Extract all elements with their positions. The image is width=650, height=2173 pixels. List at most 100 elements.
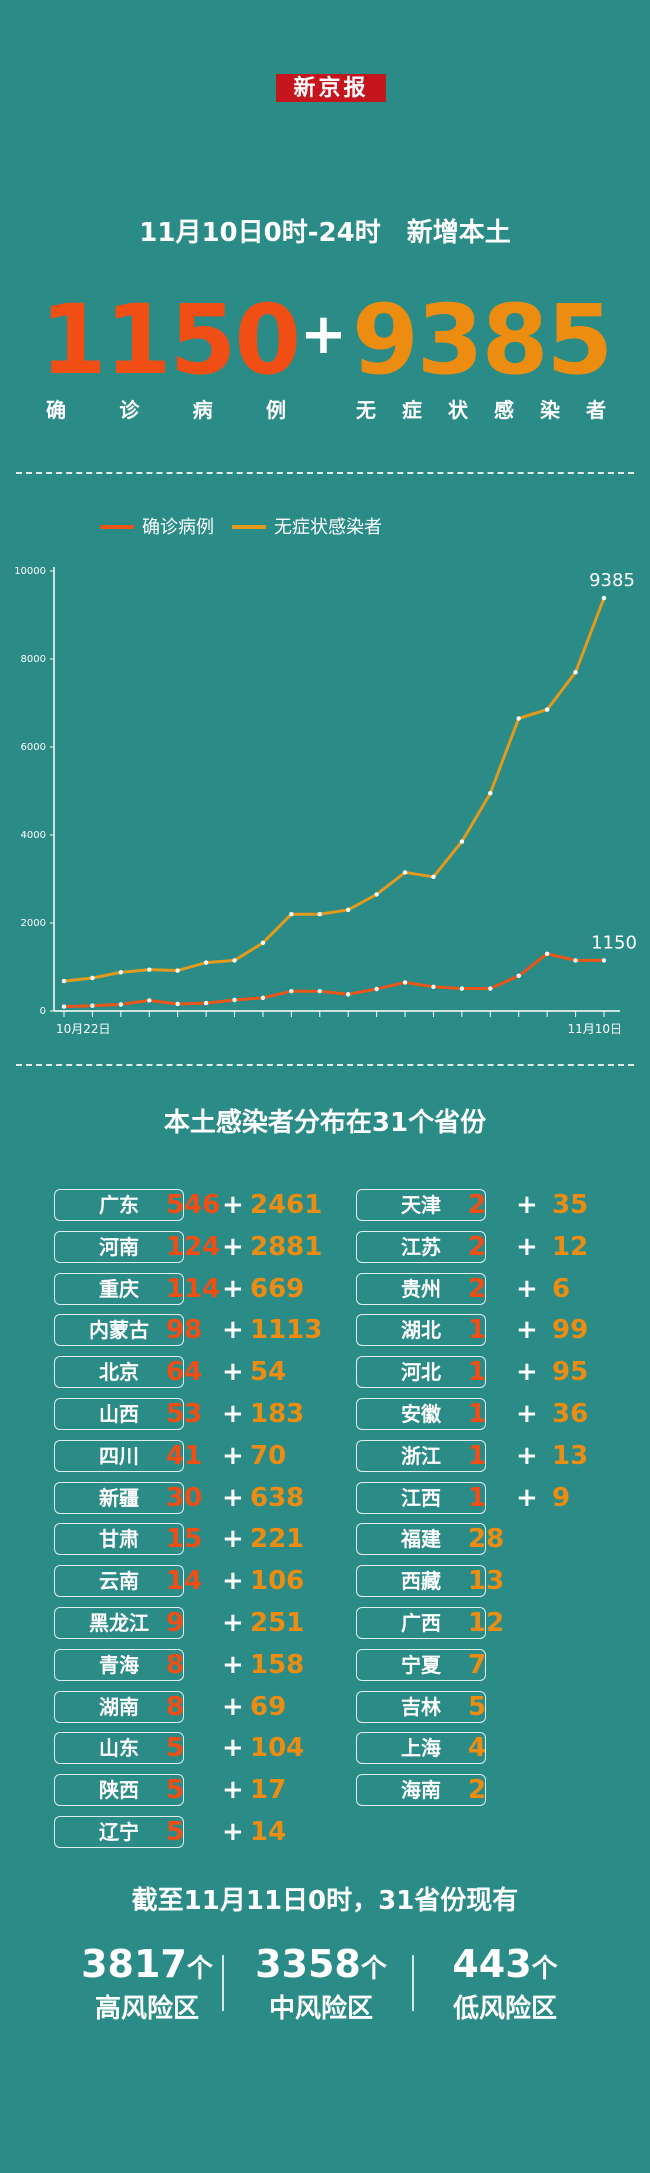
province-row: 广东 546 +2461: [54, 1188, 334, 1222]
data-point: [90, 1003, 95, 1008]
province-row: 海南 2: [356, 1773, 636, 1807]
province-name: 四川: [54, 1439, 184, 1472]
province-confirmed: 2: [468, 1231, 487, 1262]
plus-sign: +: [300, 302, 347, 367]
data-point: [459, 986, 465, 991]
province-name: 安徽: [356, 1398, 486, 1430]
province-asymptomatic: 2: [468, 1775, 487, 1806]
province-name: 山西: [54, 1398, 184, 1430]
trend-line-chart: 0 2000 4000 6000 8000 10000 10月22日 11月10日 确诊病例 无症…: [14, 517, 637, 1036]
data-point: [402, 980, 408, 985]
plus-sign: +: [222, 1566, 244, 1597]
province-confirmed: 124: [166, 1231, 221, 1262]
label-char: 感: [494, 398, 514, 422]
plus-sign: +: [222, 1775, 244, 1806]
province-confirmed: 15: [166, 1524, 203, 1555]
label-char: 症: [402, 398, 422, 422]
province-name: 湖南: [54, 1690, 184, 1723]
headline: 11月10日0时-24时 新增本土: [139, 218, 511, 248]
asymptomatic-label: 无 症 状 感 染 者: [356, 394, 606, 423]
province-asymptomatic: 70: [250, 1440, 287, 1471]
plus-sign: +: [516, 1273, 538, 1304]
data-point: [175, 968, 180, 973]
province-row: 青海 8 +158: [54, 1648, 334, 1682]
risk-label: 中风险区: [268, 1994, 373, 2024]
risk-count: 443: [452, 1942, 532, 1986]
risk-label: 低风险区: [452, 1994, 557, 2024]
province-name: 吉林: [356, 1690, 486, 1723]
plus-sign: +: [222, 1399, 244, 1429]
data-point: [147, 967, 152, 972]
series-line: [63, 952, 604, 1009]
risk-count: 3358: [255, 1942, 361, 1986]
data-point: [232, 997, 237, 1003]
data-point: [402, 870, 408, 875]
province-confirmed: 5: [166, 1817, 185, 1847]
plus-sign: +: [516, 1399, 538, 1429]
y-tick-label: 0: [40, 1006, 46, 1017]
province-asymptomatic: 95: [552, 1357, 589, 1388]
plus-sign: +: [222, 1315, 244, 1346]
province-name: 河南: [54, 1230, 184, 1263]
province-row: 湖北 1 +99: [356, 1313, 636, 1347]
province-name: 甘肃: [54, 1523, 184, 1556]
risk-label: 高风险区: [94, 1994, 199, 2024]
province-asymptomatic: 1113: [250, 1315, 323, 1346]
province-name: 贵州: [356, 1272, 486, 1305]
province-asymptomatic: 4: [468, 1733, 487, 1764]
data-point: [516, 716, 521, 721]
province-row: 河南 124 +2881: [54, 1230, 334, 1264]
province-row: 云南 14 +106: [54, 1564, 334, 1598]
plus-sign: +: [222, 1273, 244, 1304]
province-name: 湖北: [356, 1314, 486, 1347]
y-tick-label: 6000: [21, 742, 46, 753]
province-name: 广西: [356, 1607, 486, 1639]
separator: [222, 1955, 224, 2011]
province-name: 西藏: [356, 1565, 486, 1598]
province-row: 河北 1 +95: [356, 1355, 636, 1389]
province-name: 上海: [356, 1732, 486, 1765]
risk-low: 443个 低风险区: [410, 1942, 600, 2025]
province-name: 浙江: [356, 1439, 486, 1472]
province-confirmed: 1: [468, 1315, 487, 1346]
province-name: 云南: [54, 1565, 184, 1598]
province-row: 安徽 1 +36: [356, 1397, 636, 1431]
separator: [412, 1955, 414, 2011]
province-asymptomatic: 6: [552, 1273, 571, 1304]
province-asymptomatic: 106: [250, 1566, 305, 1597]
label-char: 例: [265, 398, 286, 422]
province-asymptomatic: 13: [468, 1566, 505, 1597]
province-confirmed: 1: [468, 1399, 487, 1429]
province-name: 宁夏: [356, 1648, 486, 1681]
data-point: [147, 998, 152, 1003]
province-row: 黑龙江 9 +251: [54, 1606, 334, 1640]
label-char: 无: [356, 398, 376, 422]
province-confirmed: 53: [166, 1399, 203, 1429]
province-row: 内蒙古 98 +1113: [54, 1313, 334, 1347]
province-row: 浙江 1 +13: [356, 1439, 636, 1473]
data-point: [232, 958, 237, 963]
province-row: 陕西 5 +17: [54, 1773, 334, 1807]
province-asymptomatic: 251: [250, 1608, 305, 1638]
confirmed-label: 确 诊 病 例: [46, 394, 286, 423]
province-asymptomatic: 9: [552, 1482, 571, 1513]
province-confirmed: 14: [166, 1566, 203, 1597]
x-tick-label: 10月22日: [56, 1022, 111, 1036]
province-confirmed: 41: [166, 1440, 203, 1471]
province-row: 江苏 2 +12: [356, 1230, 636, 1264]
plus-sign: +: [222, 1691, 244, 1722]
y-tick-label: 4000: [21, 830, 46, 841]
province-confirmed: 546: [166, 1190, 221, 1220]
plus-sign: +: [516, 1190, 538, 1220]
province-row: 辽宁 5 +14: [54, 1815, 334, 1849]
province-name: 天津: [356, 1189, 486, 1221]
data-point: [573, 958, 578, 963]
province-asymptomatic: 69: [250, 1691, 287, 1722]
province-asymptomatic: 28: [468, 1524, 505, 1555]
province-name: 重庆: [54, 1272, 184, 1305]
label-char: 者: [586, 398, 606, 422]
province-confirmed: 30: [166, 1482, 203, 1513]
as-of-heading: 截至11月11日0时，31省份现有: [131, 1886, 519, 1916]
plus-sign: +: [222, 1482, 244, 1513]
province-asymptomatic: 13: [552, 1440, 589, 1471]
